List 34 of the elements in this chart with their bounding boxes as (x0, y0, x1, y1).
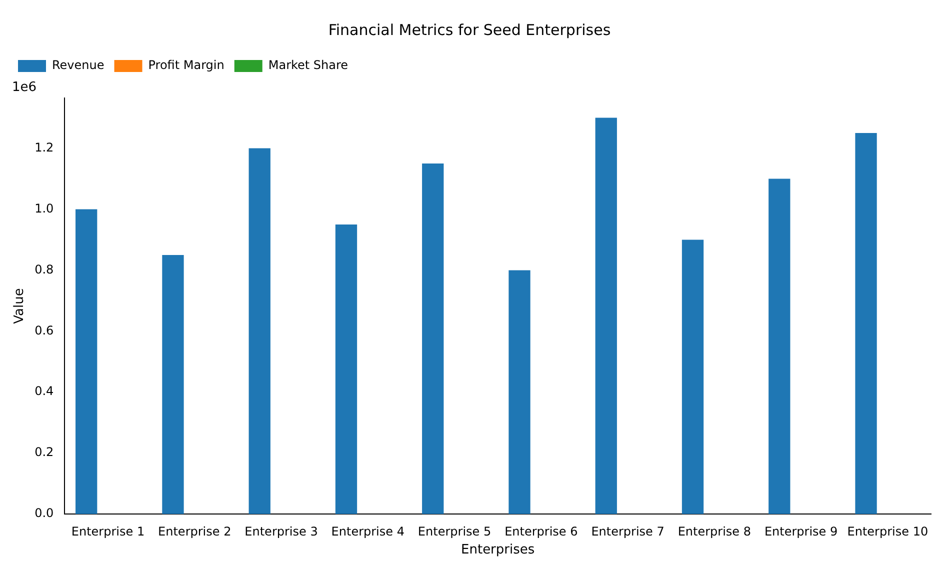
bar (335, 224, 358, 514)
x-tick-label: Enterprise 1 (71, 524, 145, 538)
legend-label: Profit Margin (148, 58, 224, 72)
bar (595, 118, 617, 514)
bar (422, 164, 444, 514)
x-tick-label: Enterprise 7 (591, 524, 664, 538)
x-tick-label: Enterprise 10 (847, 524, 928, 538)
text: 1e6 (12, 80, 37, 95)
y-tick-label: 0.0 (34, 506, 54, 520)
x-tick-label: Enterprise 4 (331, 524, 404, 538)
y-tick-label: 0.2 (34, 445, 54, 460)
x-tick-label: Enterprise 5 (418, 524, 492, 538)
bar (162, 254, 184, 514)
y-tick-label: 0.4 (34, 384, 54, 398)
bar (768, 178, 790, 514)
bar (508, 270, 530, 514)
y-tick-label: 1.0 (34, 201, 54, 216)
x-tick-label: Enterprise 9 (764, 524, 838, 538)
bar (248, 148, 270, 514)
y-tick-label: 1.2 (34, 140, 54, 154)
bar (76, 209, 98, 514)
y-axis-title: Value (12, 288, 28, 324)
legend-label: Revenue (52, 58, 104, 72)
chart-title: Financial Metrics for Seed Enterprises (328, 20, 611, 39)
x-tick-label: Enterprise 6 (504, 524, 578, 538)
x-tick-label: Enterprise 2 (158, 524, 232, 538)
legend-label: Market Share (268, 58, 348, 72)
x-axis-title: Enterprises (461, 542, 535, 558)
bar (682, 240, 704, 514)
x-tick-label: Enterprise 8 (678, 524, 752, 538)
x-tick-label: Enterprise 3 (244, 524, 318, 538)
y-tick-label: 0.8 (34, 262, 54, 276)
y-tick-label: 0.6 (34, 323, 54, 338)
bar (855, 133, 877, 514)
